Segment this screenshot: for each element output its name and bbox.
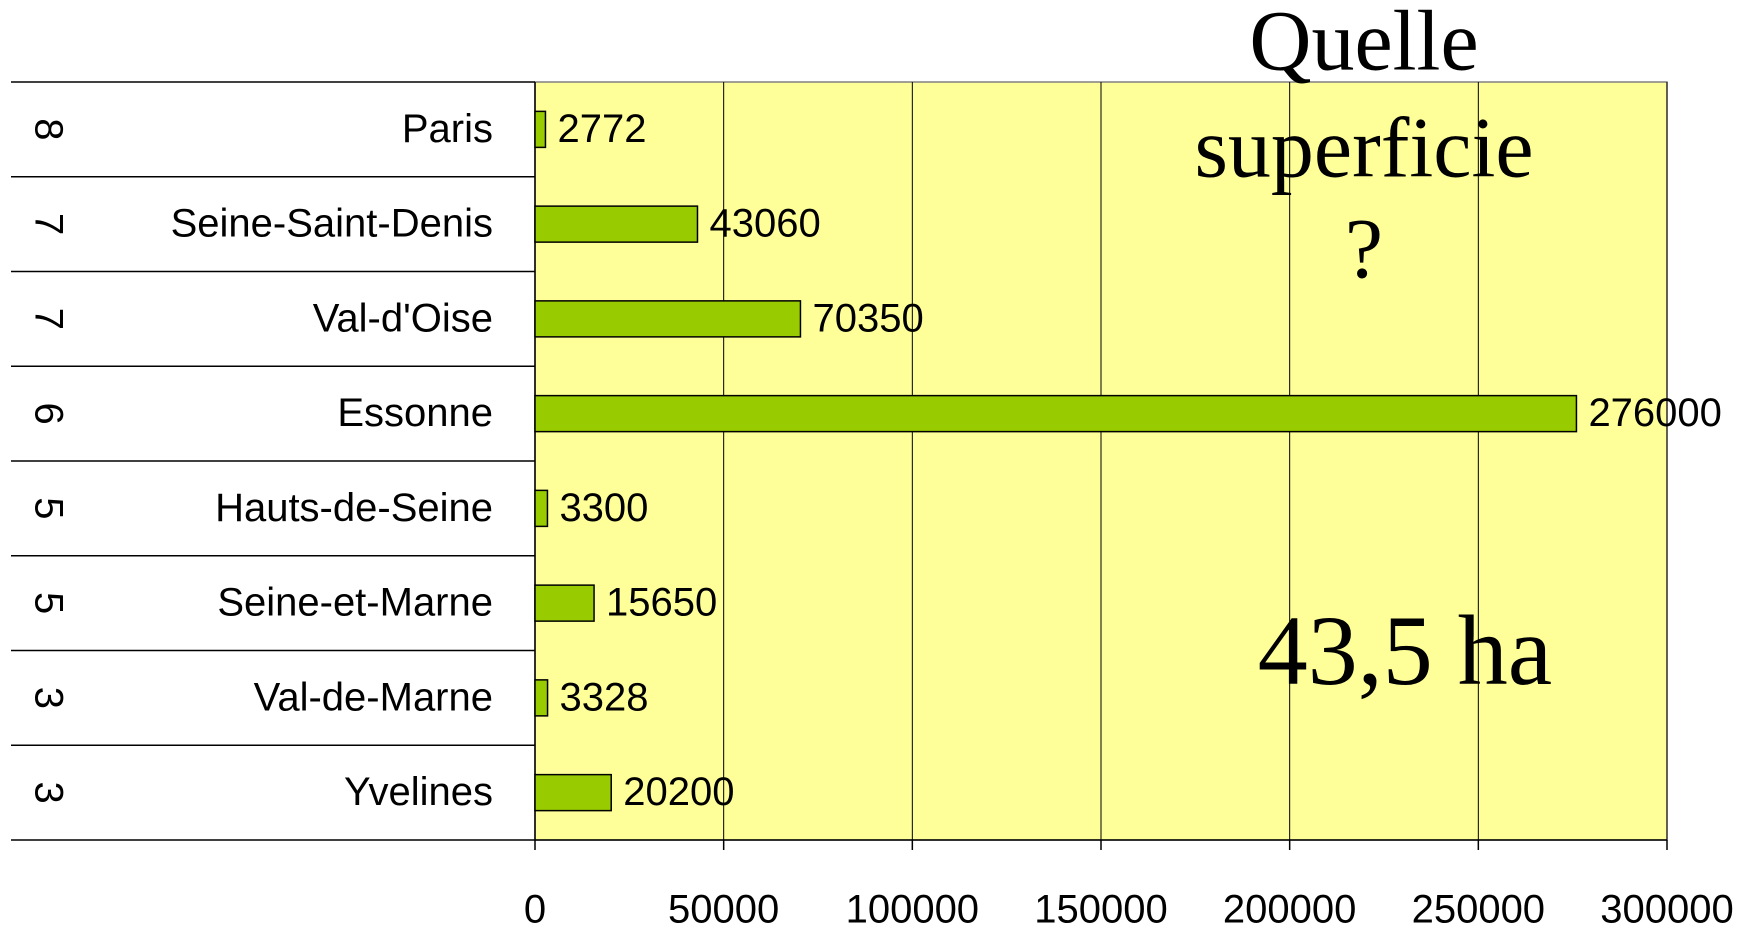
group-label: 8 — [26, 118, 70, 140]
value-label: 43060 — [709, 202, 820, 246]
annotation: Quelle — [1249, 0, 1478, 89]
bar — [534, 205, 699, 243]
group-label: 3 — [26, 687, 70, 709]
category-label: Paris — [402, 107, 493, 151]
value-label: 20200 — [623, 770, 734, 814]
annotation: 43,5 ha — [1258, 595, 1552, 706]
value-label: 15650 — [606, 581, 717, 625]
annotation: ? — [1345, 201, 1383, 297]
category-label: Yvelines — [344, 770, 493, 814]
x-tick-label: 150000 — [1034, 888, 1167, 931]
value-label: 2772 — [557, 107, 646, 151]
group-label: 7 — [26, 213, 70, 235]
category-label: Seine-et-Marne — [217, 581, 493, 625]
bar — [534, 773, 612, 812]
x-tick-label: 250000 — [1412, 888, 1545, 931]
x-tick-label: 200000 — [1223, 888, 1356, 931]
bar — [534, 110, 547, 149]
bar — [534, 679, 549, 717]
group-label: 7 — [26, 308, 70, 330]
group-label: 5 — [26, 497, 70, 519]
category-label: Val-d'Oise — [313, 296, 493, 340]
value-label: 70350 — [812, 296, 923, 340]
value-label: 3300 — [559, 486, 648, 530]
x-tick-label: 0 — [524, 888, 546, 931]
category-label: Seine-Saint-Denis — [171, 202, 493, 246]
group-label: 5 — [26, 592, 70, 614]
group-label: 6 — [26, 403, 70, 425]
value-label: 3328 — [560, 675, 649, 719]
x-tick-label: 300000 — [1600, 888, 1733, 931]
x-tick-label: 100000 — [846, 888, 979, 931]
category-label: Val-de-Marne — [254, 675, 493, 719]
bar — [534, 394, 1578, 433]
category-label: Essonne — [337, 391, 493, 435]
value-label: 276000 — [1588, 391, 1721, 435]
category-label: Hauts-de-Seine — [215, 486, 493, 530]
group-label: 3 — [26, 782, 70, 804]
bar — [534, 489, 549, 528]
x-tick-label: 50000 — [668, 888, 779, 931]
bar — [534, 584, 595, 622]
bar — [534, 300, 802, 338]
annotation: superficie — [1194, 100, 1533, 196]
